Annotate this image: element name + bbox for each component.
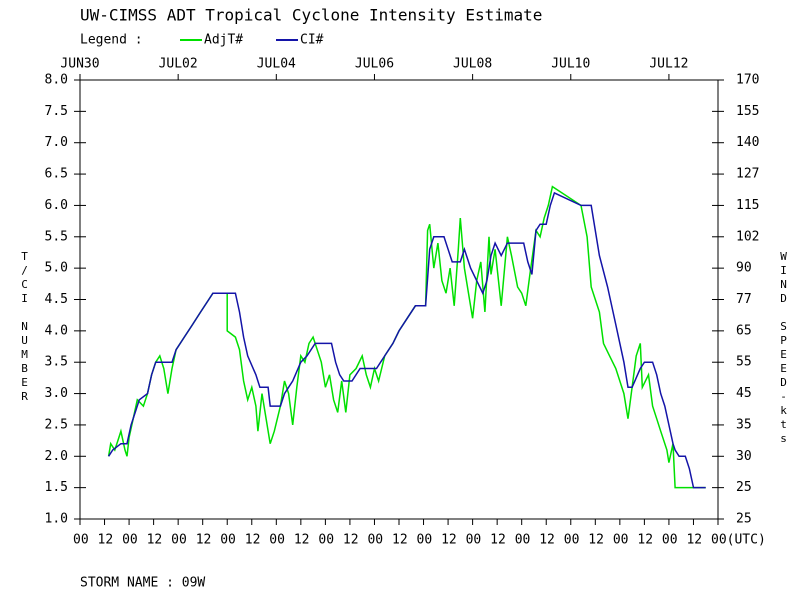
x2-tick-label: JUL08 <box>453 57 492 72</box>
y-tick-label: 3.0 <box>45 386 68 401</box>
y2-tick-label: 35 <box>736 417 752 432</box>
x-tick-label: 00 <box>367 533 383 548</box>
x-tick-label: 00 <box>564 533 580 548</box>
y2-tick-label: 30 <box>736 449 752 464</box>
x-tick-label: 00 <box>318 533 334 548</box>
x-tick-label: 12 <box>588 533 604 548</box>
y-tick-label: 6.0 <box>45 198 68 213</box>
y2-tick-label: 25 <box>736 512 752 527</box>
x-tick-label: 12 <box>294 533 310 548</box>
y-tick-label: 7.5 <box>45 104 68 119</box>
x-tick-label: 12 <box>637 533 653 548</box>
x2-tick-label: JUL04 <box>257 57 296 72</box>
y-tick-label: 3.5 <box>45 355 68 370</box>
y-tick-label: 4.5 <box>45 292 68 307</box>
x-tick-label: 12 <box>392 533 408 548</box>
y-tick-label: 8.0 <box>45 73 68 88</box>
y2-tick-label: 127 <box>736 167 759 182</box>
x-tick-label: 00 <box>662 533 678 548</box>
x-tick-label: 00 <box>417 533 433 548</box>
y-tick-label: 7.0 <box>45 135 68 150</box>
y2-axis-label: WIND SPEED-kts <box>777 250 790 446</box>
y2-tick-label: 65 <box>736 323 752 338</box>
y-tick-label: 2.5 <box>45 417 68 432</box>
y2-tick-label: 170 <box>736 73 759 88</box>
x2-tick-label: JUL06 <box>355 57 394 72</box>
y2-tick-label: 55 <box>736 355 752 370</box>
x-tick-label: 00 <box>73 533 89 548</box>
y2-tick-label: 45 <box>736 386 752 401</box>
x-tick-label: 00 <box>122 533 138 548</box>
legend-label: AdjT# <box>204 33 243 48</box>
x-tick-label: 00 <box>171 533 187 548</box>
x2-tick-label: JUL10 <box>551 57 590 72</box>
x-tick-label: 00 <box>613 533 629 548</box>
x-tick-label: 12 <box>147 533 163 548</box>
y2-tick-label: 115 <box>736 198 759 213</box>
y-tick-label: 5.0 <box>45 261 68 276</box>
y-tick-label: 2.0 <box>45 449 68 464</box>
x-tick-label: 00 <box>466 533 482 548</box>
x2-tick-label: JUL02 <box>159 57 198 72</box>
x-tick-label: 12 <box>196 533 212 548</box>
x-tick-label: 12 <box>539 533 555 548</box>
y2-tick-label: 140 <box>736 135 759 150</box>
series-line <box>107 191 706 489</box>
x-tick-label: 12 <box>686 533 702 548</box>
x-tick-label: 00 <box>269 533 285 548</box>
y2-tick-label: 155 <box>736 104 759 119</box>
y-tick-label: 5.5 <box>45 229 68 244</box>
x2-tick-label: JUL12 <box>649 57 688 72</box>
y-tick-label: 1.0 <box>45 512 68 527</box>
y-tick-label: 6.5 <box>45 167 68 182</box>
x-tick-label: 12 <box>245 533 261 548</box>
y2-tick-label: 77 <box>736 292 752 307</box>
x-tick-label: 12 <box>441 533 457 548</box>
footer: STORM NAME : 09W <box>80 576 205 591</box>
legend-label: Legend : <box>80 33 143 48</box>
x-tick-label: 00 <box>515 533 531 548</box>
y-tick-label: 4.0 <box>45 323 68 338</box>
y-axis-label: T/CI NUMBER <box>18 250 31 404</box>
x-tick-label: 00(UTC) <box>711 533 766 548</box>
y2-tick-label: 90 <box>736 261 752 276</box>
x-tick-label: 12 <box>490 533 506 548</box>
y2-tick-label: 102 <box>736 229 759 244</box>
y-tick-label: 1.5 <box>45 480 68 495</box>
legend-label: CI# <box>300 33 324 48</box>
x-tick-label: 12 <box>343 533 359 548</box>
x2-tick-label: JUN30 <box>60 57 99 72</box>
y2-tick-label: 25 <box>736 480 752 495</box>
chart-title: UW-CIMSS ADT Tropical Cyclone Intensity … <box>80 6 542 25</box>
x-tick-label: 00 <box>220 533 236 548</box>
x-tick-label: 12 <box>98 533 114 548</box>
